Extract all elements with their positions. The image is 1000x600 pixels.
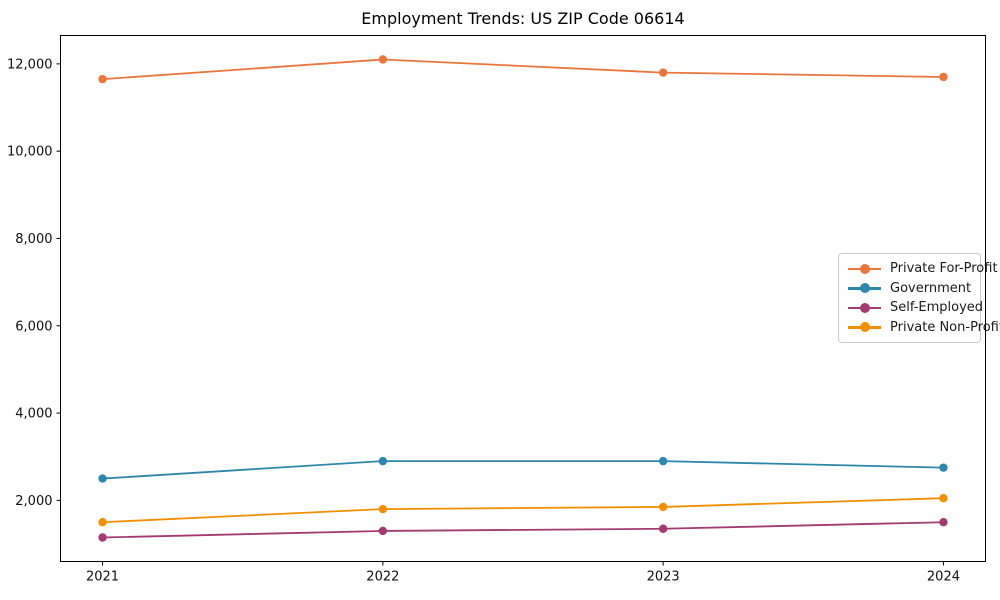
legend-label: Self-Employed bbox=[890, 300, 984, 316]
x-axis-tick-label: 2024 bbox=[927, 570, 960, 585]
series-line-self-employed bbox=[102, 521, 944, 539]
series-line-government bbox=[102, 460, 944, 480]
legend-item-private-non-profit: Private Non-Profit bbox=[848, 320, 1000, 335]
data-point-private-non-profit-2023 bbox=[658, 502, 668, 512]
data-point-private-for-profit-2022 bbox=[378, 55, 388, 64]
legend-item-private-for-profit: Private For-Profit bbox=[848, 261, 998, 276]
y-axis-tick-label: 6,000 bbox=[15, 319, 52, 334]
data-point-private-for-profit-2024 bbox=[939, 72, 948, 82]
data-point-government-2021 bbox=[98, 474, 107, 483]
legend-marker-icon bbox=[848, 283, 881, 294]
data-point-self-employed-2021 bbox=[98, 533, 107, 542]
legend-marker-icon bbox=[848, 322, 881, 333]
y-axis-tick-label: 12,000 bbox=[7, 57, 53, 72]
x-axis-tick-label: 2023 bbox=[647, 570, 680, 585]
y-axis-tick-label: 8,000 bbox=[15, 232, 52, 247]
data-point-government-2022 bbox=[378, 456, 388, 466]
plot-border bbox=[60, 35, 986, 562]
chart-title: Employment Trends: US ZIP Code 06614 bbox=[361, 9, 685, 28]
data-point-private-non-profit-2021 bbox=[98, 518, 107, 527]
legend-marker-icon bbox=[848, 263, 881, 274]
legend-marker-icon bbox=[848, 302, 881, 313]
data-point-private-for-profit-2023 bbox=[658, 68, 668, 77]
y-axis-tick-label: 10,000 bbox=[7, 145, 53, 160]
legend-item-government: Government bbox=[848, 281, 971, 296]
legend: Private For-Profit Government Self-Employe… bbox=[838, 253, 1000, 343]
data-point-private-non-profit-2022 bbox=[378, 504, 388, 514]
data-point-self-employed-2023 bbox=[658, 524, 668, 533]
legend-label: Private Non-Profit bbox=[890, 319, 1000, 335]
x-axis-tick-label: 2021 bbox=[86, 570, 119, 585]
legend-label: Government bbox=[890, 280, 972, 296]
y-axis-tick-label: 2,000 bbox=[15, 494, 52, 509]
x-axis-tick-label: 2022 bbox=[366, 570, 399, 585]
data-point-self-employed-2024 bbox=[939, 518, 948, 527]
data-point-private-for-profit-2021 bbox=[98, 74, 107, 84]
series-line-private-for-profit bbox=[102, 58, 944, 81]
data-point-self-employed-2022 bbox=[378, 526, 388, 536]
y-axis-tick-label: 4,000 bbox=[15, 407, 52, 422]
series-line-private-non-profit bbox=[102, 497, 944, 524]
data-point-government-2023 bbox=[658, 456, 668, 466]
data-point-government-2024 bbox=[939, 463, 948, 472]
legend-item-self-employed: Self-Employed bbox=[848, 300, 983, 315]
legend-label: Private For-Profit bbox=[890, 261, 998, 277]
data-point-private-non-profit-2024 bbox=[939, 494, 948, 503]
